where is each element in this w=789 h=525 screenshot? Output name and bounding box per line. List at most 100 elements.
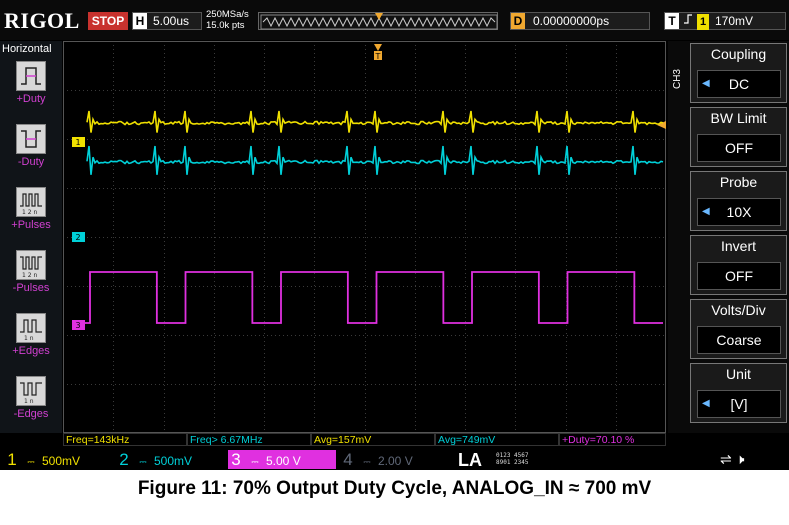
measurement-avg-ch2[interactable]: Avg=749mV bbox=[435, 433, 559, 446]
usb-icon: ⇌ bbox=[720, 451, 732, 467]
menu-invert[interactable]: Invert OFF bbox=[690, 235, 787, 295]
menu-title: Coupling bbox=[710, 46, 767, 62]
acquisition-info: 250MSa/s 15.0k pts bbox=[206, 9, 249, 31]
left-softkey-menu: Horizontal +Duty -Duty 1 2 n +Pulses 1 2… bbox=[0, 41, 62, 433]
run-stop-indicator[interactable]: STOP bbox=[88, 12, 128, 30]
brand-logo: RIGOL bbox=[4, 8, 80, 33]
svg-text:1 2 n: 1 2 n bbox=[22, 272, 37, 279]
measurement-freq-ch1[interactable]: Freq=143kHz bbox=[63, 433, 187, 446]
left-arrow-icon: ◀ bbox=[702, 78, 710, 89]
menu-title: Unit bbox=[726, 366, 751, 382]
menu-item-negative-edges[interactable]: 1 n -Edges bbox=[0, 374, 62, 434]
menu-item-label: +Edges bbox=[12, 345, 50, 357]
menu-value: OFF bbox=[697, 134, 781, 162]
horizontal-scale-box[interactable]: H 5.00us bbox=[132, 12, 202, 30]
menu-unit[interactable]: Unit ◀ [V] bbox=[690, 363, 787, 423]
menu-item-positive-edges[interactable]: 1 n +Edges bbox=[0, 311, 62, 371]
waveform-display[interactable]: T 1 2 3 bbox=[63, 41, 666, 433]
menu-title: BW Limit bbox=[710, 110, 767, 126]
logic-analyzer-status[interactable]: LA 0123 4567 8901 2345 bbox=[456, 450, 596, 470]
left-arrow-icon: ◀ bbox=[702, 398, 710, 409]
horizontal-scale-value: 5.00us bbox=[153, 14, 190, 28]
menu-item-positive-pulses[interactable]: 1 2 n +Pulses bbox=[0, 185, 62, 245]
svg-text:1 n: 1 n bbox=[24, 335, 34, 342]
dc-coupling-icon: ⎓ bbox=[363, 457, 371, 467]
menu-value: Coarse bbox=[697, 326, 781, 354]
channel-scale: 2.00 V bbox=[378, 454, 413, 468]
svg-text:1 n: 1 n bbox=[24, 398, 34, 405]
menu-title: Probe bbox=[719, 174, 758, 190]
channel-4-status[interactable]: 4 ⎓ 2.00 V bbox=[340, 450, 448, 469]
menu-bw-limit[interactable]: BW Limit OFF bbox=[690, 107, 787, 167]
usb-sound-icons: ⇌ 🕨 bbox=[720, 451, 744, 468]
unit-value: [V] bbox=[730, 396, 748, 412]
menu-item-negative-duty[interactable]: -Duty bbox=[0, 122, 62, 182]
channel-status-bar: 1 ⎓ 500mV 2 ⎓ 500mV 3 ⎓ 5.00 V 4 ⎓ 2.00 V LA 012… bbox=[0, 449, 789, 470]
menu-value: ◀ [V] bbox=[697, 390, 781, 418]
menu-item-negative-pulses[interactable]: 1 2 n -Pulses bbox=[0, 248, 62, 308]
channel-2-marker: 2 bbox=[72, 232, 85, 242]
menu-item-label: -Edges bbox=[13, 408, 49, 420]
menu-item-label: -Duty bbox=[17, 156, 45, 168]
timeline-waveform-overview bbox=[260, 13, 498, 30]
channel-3-marker-label: 3 bbox=[75, 321, 80, 330]
channel-1-status[interactable]: 1 ⎓ 500mV bbox=[4, 450, 112, 469]
svg-text:1 2 n: 1 2 n bbox=[22, 209, 37, 216]
measurement-strip: Freq=143kHz Freq> 6.67MHz Avg=157mV Avg=… bbox=[63, 433, 666, 447]
menu-probe[interactable]: Probe ◀ 10X bbox=[690, 171, 787, 231]
figure-caption: Figure 11: 70% Output Duty Cycle, ANALOG… bbox=[137, 478, 652, 499]
left-arrow-icon: ◀ bbox=[702, 206, 710, 217]
sample-rate: 250MSa/s bbox=[206, 9, 249, 20]
menu-volts-div[interactable]: Volts/Div Coarse bbox=[690, 299, 787, 359]
horizontal-key: H bbox=[133, 13, 147, 29]
trigger-level: 170mV bbox=[715, 14, 754, 28]
waveform-grid: T 1 2 3 bbox=[63, 41, 666, 433]
coupling-value: DC bbox=[728, 76, 750, 92]
positive-pulses-icon: 1 2 n bbox=[16, 187, 46, 217]
delay-key: D bbox=[511, 13, 525, 29]
svg-text:T: T bbox=[375, 52, 381, 61]
la-channel-digits: 0123 4567 8901 2345 bbox=[496, 452, 529, 466]
left-menu-title: Horizontal bbox=[2, 43, 52, 55]
channel-scale: 500mV bbox=[154, 454, 193, 468]
menu-item-label: -Pulses bbox=[12, 282, 50, 294]
menu-item-label: +Pulses bbox=[11, 219, 51, 231]
la-digits-top: 0123 4567 bbox=[496, 452, 529, 459]
positive-duty-icon bbox=[16, 61, 46, 91]
menu-title: Volts/Div bbox=[711, 302, 766, 318]
negative-pulses-icon: 1 2 n bbox=[16, 250, 46, 280]
speaker-muted-icon: 🕨 bbox=[735, 451, 745, 467]
probe-value: 10X bbox=[726, 204, 752, 220]
channel-2-trace bbox=[86, 145, 664, 175]
channel-3-status[interactable]: 3 ⎓ 5.00 V bbox=[228, 450, 336, 469]
menu-value: ◀ DC bbox=[697, 70, 781, 98]
channel-scale: 5.00 V bbox=[266, 454, 301, 468]
channel-scale: 500mV bbox=[42, 454, 81, 468]
delay-box[interactable]: D 0.00000000ps bbox=[510, 12, 650, 30]
measurement-duty-ch3[interactable]: +Duty=70.10 % bbox=[559, 433, 666, 446]
memory-timeline[interactable] bbox=[258, 12, 498, 30]
channel-1-marker: 1 bbox=[72, 137, 85, 147]
la-label: LA bbox=[458, 450, 482, 470]
measurement-freq-ch2[interactable]: Freq> 6.67MHz bbox=[187, 433, 311, 446]
channel-number: 3 bbox=[231, 450, 241, 469]
menu-item-positive-duty[interactable]: +Duty bbox=[0, 59, 62, 119]
la-digits-bottom: 8901 2345 bbox=[496, 459, 529, 466]
channel-2-status[interactable]: 2 ⎓ 500mV bbox=[116, 450, 224, 469]
menu-coupling[interactable]: Coupling ◀ DC bbox=[690, 43, 787, 103]
channel-3-marker: 3 bbox=[72, 320, 85, 330]
dc-coupling-icon: ⎓ bbox=[27, 457, 35, 467]
rising-edge-icon bbox=[683, 13, 693, 29]
channel-1-marker-label: 1 bbox=[75, 138, 80, 147]
negative-edges-icon: 1 n bbox=[16, 376, 46, 406]
dc-coupling-icon: ⎓ bbox=[139, 457, 147, 467]
graticule bbox=[63, 41, 666, 433]
channel-1-trace bbox=[86, 110, 664, 133]
channel-number: 4 bbox=[343, 450, 353, 469]
trigger-level-marker bbox=[657, 121, 666, 129]
measurement-avg-ch1[interactable]: Avg=157mV bbox=[311, 433, 435, 446]
trigger-key: T bbox=[665, 13, 679, 29]
trigger-box[interactable]: T 1 170mV bbox=[664, 12, 786, 30]
